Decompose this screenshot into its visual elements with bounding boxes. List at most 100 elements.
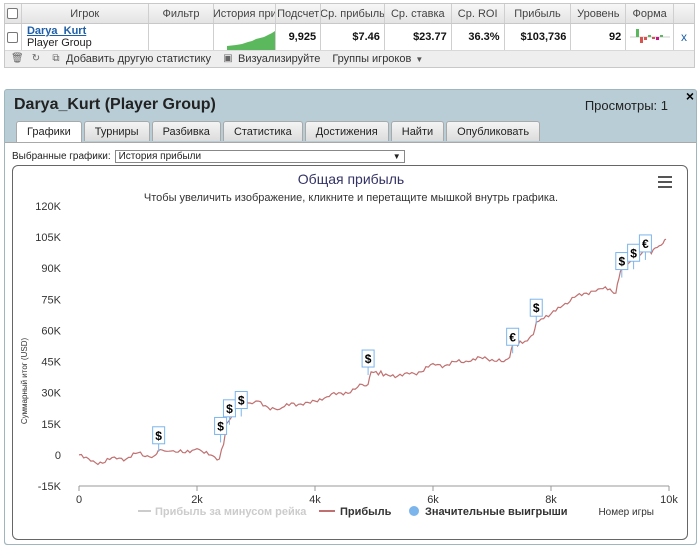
player-stats-table: Игрок Фильтр История при Подсчет Ср. при… (4, 3, 695, 68)
chart-selector-row: Выбранные графики: История прибыли ▼ (12, 150, 405, 163)
significant-win-flag[interactable]: € (506, 327, 520, 354)
tab-find[interactable]: Найти (390, 121, 445, 141)
tab-statistics[interactable]: Статистика (222, 121, 303, 141)
win-currency-label: $ (618, 255, 625, 269)
avg-profit-value: $7.46 (352, 31, 380, 43)
sparkline-graph (227, 31, 276, 50)
legend-label-wins: Значительные выигрыши (425, 506, 568, 518)
win-currency-label: $ (630, 246, 637, 260)
header-avg-roi[interactable]: Ср. ROI (452, 4, 505, 23)
significant-win-flag[interactable]: $ (615, 252, 629, 278)
significant-win-flag[interactable]: € (638, 234, 652, 260)
header-level[interactable]: Уровень (571, 4, 627, 23)
avg-stake-cell: $23.77 (385, 24, 452, 50)
y-tick-label: 60K (41, 325, 61, 337)
x-tick-label: 6k (427, 494, 439, 506)
significant-win-flag[interactable]: $ (529, 298, 543, 325)
win-currency-label: € (509, 330, 516, 344)
tab-charts[interactable]: Графики (16, 121, 82, 142)
x-tick-label: 2k (191, 494, 203, 506)
y-tick-label: 30K (41, 388, 61, 400)
header-filter[interactable]: Фильтр (149, 4, 215, 23)
win-currency-label: $ (238, 394, 245, 408)
significant-win-flag[interactable]: $ (234, 391, 248, 417)
close-icon[interactable]: x (681, 30, 688, 44)
chevron-down-icon: ▼ (415, 54, 424, 64)
header-select-all[interactable] (5, 4, 22, 23)
chart-selector-label: Выбранные графики: (12, 151, 111, 162)
chart-menu-icon[interactable] (658, 176, 672, 188)
player-name-link[interactable]: Darya_Kurt (26, 25, 87, 37)
form-bar (659, 35, 663, 37)
y-axis-ticks: -15K 0 15K 30K 45K 60K 75K 90K 105K 120K (35, 201, 61, 493)
header-form[interactable]: Форма (626, 4, 675, 23)
count-cell: 9,925 (276, 24, 322, 50)
chart-select-value: История прибыли (118, 151, 202, 162)
tab-tournaments[interactable]: Турниры (83, 121, 150, 141)
visualize-button[interactable]: ▣ Визуализируйте (223, 53, 320, 65)
y-tick-label: 75K (41, 294, 61, 306)
table-row[interactable]: Darya_Kurt Player Group 9,925 $7.46 $23.… (5, 24, 694, 51)
count-value: 9,925 (288, 31, 317, 43)
legend-item-wins[interactable]: Значительные выигрыши (409, 506, 568, 518)
chart-select[interactable]: История прибыли ▼ (114, 150, 405, 163)
header-player[interactable]: Игрок (22, 4, 149, 23)
form-bars (629, 29, 670, 43)
checkbox-icon[interactable] (7, 8, 19, 19)
win-currency-label: € (642, 237, 649, 251)
y-tick-label: 45K (41, 357, 61, 369)
legend-label-profit: Прибыль (340, 506, 392, 518)
trash-icon[interactable]: 🗑 (11, 53, 24, 64)
tab-breakdown[interactable]: Разбивка (151, 121, 221, 141)
visualize-label: Визуализируйте (238, 53, 321, 65)
chart-subtitle: Чтобы увеличить изображение, кликните и … (144, 192, 558, 204)
legend-item-rake[interactable]: Прибыль за минусом рейка (138, 506, 307, 518)
significant-win-flag[interactable]: $ (222, 399, 236, 425)
significant-win-flag[interactable]: $ (361, 349, 375, 376)
x-axis-label: Номер игры (598, 507, 654, 518)
sparkline-area (227, 31, 276, 50)
level-cell: 92 (571, 24, 627, 50)
significant-win-flag[interactable]: $ (214, 416, 228, 443)
header-profit[interactable]: Прибыль (505, 4, 572, 23)
profit-value: $103,736 (520, 31, 567, 43)
tab-publish[interactable]: Опубликовать (446, 121, 541, 141)
panel-title: Darya_Kurt (Player Group) (14, 96, 216, 113)
views-count: Просмотры: 1 (584, 98, 668, 113)
add-stats-button[interactable]: ⧉ Добавить другую статистику (51, 53, 211, 65)
header-profit-history[interactable]: История при (214, 4, 277, 23)
legend-item-profit[interactable]: Прибыль (319, 506, 392, 518)
refresh-icon[interactable]: ↻ (31, 53, 41, 64)
row-select[interactable] (5, 24, 22, 50)
header-spacer (674, 4, 694, 23)
form-bar (647, 35, 651, 37)
y-tick-label: 0 (55, 450, 61, 462)
close-icon[interactable]: × (685, 88, 694, 104)
table-header: Игрок Фильтр История при Подсчет Ср. при… (5, 4, 694, 24)
significant-win-flag[interactable]: $ (152, 426, 166, 452)
player-groups-dropdown[interactable]: Группы игроков ▼ (332, 53, 423, 65)
x-tick-label: 8k (545, 494, 557, 506)
checkbox-icon[interactable] (7, 31, 19, 43)
profit-chart-container[interactable]: Общая прибыль Чтобы увеличить изображени… (12, 165, 688, 540)
tab-achievements[interactable]: Достижения (304, 121, 389, 141)
legend-label-rake: Прибыль за минусом рейка (155, 506, 307, 518)
x-tick-label: 10k (660, 494, 678, 506)
x-tick-label: 4k (309, 494, 321, 506)
profit-chart[interactable]: Общая прибыль Чтобы увеличить изображени… (13, 166, 688, 540)
player-group-label: Player Group (26, 37, 92, 49)
significant-win-flag[interactable]: $ (627, 243, 641, 270)
form-bar (635, 29, 639, 37)
significant-wins-markers: $$$$$€$$$€ (152, 234, 652, 452)
header-avg-stake[interactable]: Ср. ставка (385, 4, 452, 23)
y-axis-label: Суммарный итог (USD) (20, 338, 29, 425)
player-detail-panel: × Darya_Kurt (Player Group) Просмотры: 1… (4, 88, 697, 545)
level-value: 92 (608, 31, 622, 43)
header-avg-profit[interactable]: Ср. прибыль (321, 4, 385, 23)
header-count[interactable]: Подсчет (276, 4, 322, 23)
y-tick-label: 15K (41, 419, 61, 431)
remove-row-cell[interactable]: x (674, 24, 694, 50)
tab-content: Выбранные графики: История прибыли ▼ Общ… (5, 142, 696, 544)
table-toolbar: 🗑 ↻ ⧉ Добавить другую статистику ▣ Визуа… (5, 51, 694, 67)
y-tick-label: 120K (35, 201, 61, 213)
